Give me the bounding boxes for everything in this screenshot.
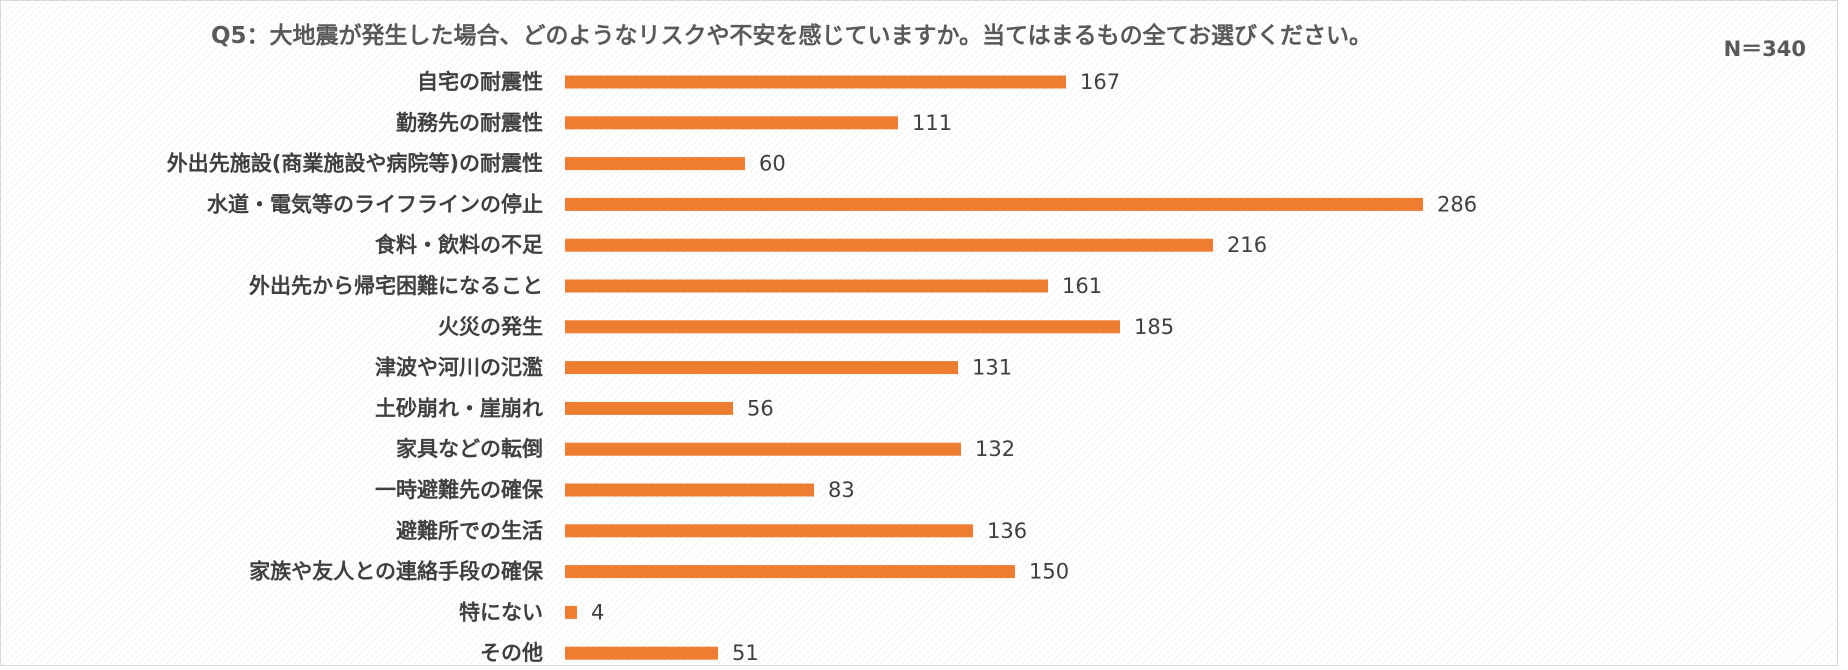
data-label: 161 <box>1062 274 1102 298</box>
data-label: 286 <box>1437 192 1477 216</box>
data-label: 167 <box>1080 70 1120 94</box>
bar <box>565 524 973 538</box>
chart-title: Q5：大地震が発生した場合、どのようなリスクや不安を感じていますか。当てはまるも… <box>211 22 1372 49</box>
bar <box>565 483 814 497</box>
bar <box>565 157 745 171</box>
data-label: 111 <box>912 111 952 135</box>
bar <box>565 442 961 456</box>
bar <box>565 320 1120 334</box>
data-label: 216 <box>1227 233 1267 257</box>
category-label: 食料・飲料の不足 <box>375 233 543 257</box>
bar <box>565 279 1048 293</box>
bar <box>565 401 733 415</box>
bar <box>565 238 1213 252</box>
category-label: 水道・電気等のライフラインの停止 <box>207 192 543 216</box>
data-label: 60 <box>759 152 786 176</box>
bar <box>565 361 958 375</box>
category-label: 避難所での生活 <box>396 519 543 543</box>
bar <box>565 565 1015 579</box>
data-label: 51 <box>732 641 759 665</box>
data-label: 136 <box>987 519 1027 543</box>
category-label: 勤務先の耐震性 <box>396 111 543 135</box>
bars-layer: 自宅の耐震性 167 勤務先の耐震性 111 外出先施設(商業施設や病院等)の耐震性 60… <box>167 70 1477 665</box>
sample-size-label: N＝340 <box>1724 37 1806 61</box>
category-label: 家具などの転倒 <box>396 437 543 461</box>
category-label: 特にない <box>459 600 543 624</box>
bar <box>565 197 1423 211</box>
category-label: 土砂崩れ・崖崩れ <box>375 396 543 420</box>
category-label: 津波や河川の氾濫 <box>375 356 543 380</box>
category-label: 自宅の耐震性 <box>417 70 543 94</box>
bar <box>565 75 1066 89</box>
category-label: 外出先から帰宅困難になること <box>249 274 543 298</box>
data-label: 132 <box>975 437 1015 461</box>
category-label: 一時避難先の確保 <box>375 478 544 502</box>
data-label: 4 <box>591 600 604 624</box>
data-label: 131 <box>972 356 1012 380</box>
data-label: 185 <box>1134 315 1174 339</box>
category-label: その他 <box>480 641 543 665</box>
category-label: 家族や友人との連絡手段の確保 <box>249 560 544 584</box>
bar <box>565 116 898 130</box>
data-label: 56 <box>747 396 774 420</box>
category-label: 外出先施設(商業施設や病院等)の耐震性 <box>167 152 543 176</box>
bar <box>565 605 577 619</box>
data-label: 83 <box>828 478 855 502</box>
bar <box>565 646 718 660</box>
data-label: 150 <box>1029 560 1069 584</box>
category-label: 火災の発生 <box>438 315 543 339</box>
